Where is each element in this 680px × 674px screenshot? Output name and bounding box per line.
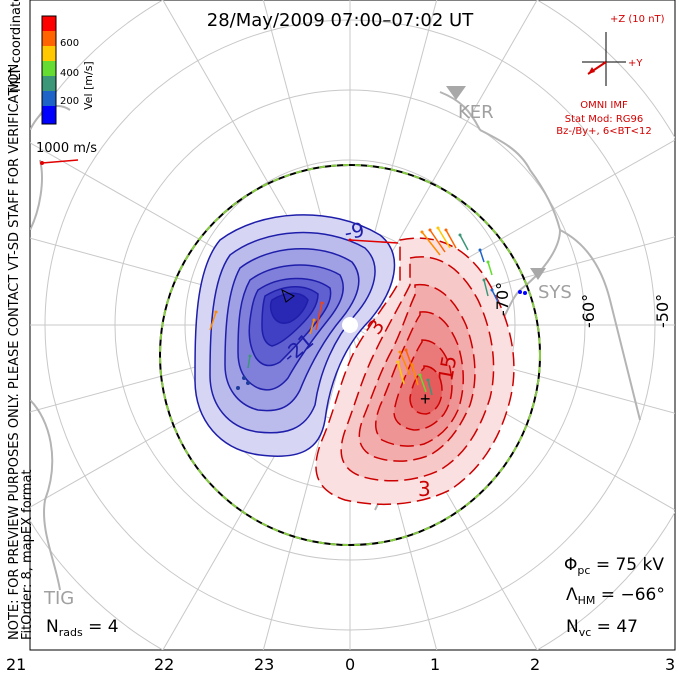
mlt-label-22: 22: [154, 655, 174, 674]
map-statistics: Φpc = 75 kV ΛHM = −66° Nvc = 47 Nrads = …: [46, 555, 665, 639]
contour-label-pos-3: 3: [418, 477, 431, 501]
hmb-latitude: ΛHM = −66°: [566, 585, 665, 607]
colorbar-tick-400: 400: [60, 68, 79, 79]
mlt-label-23: 23: [254, 655, 274, 674]
vector-count: Nvc = 47: [566, 617, 638, 639]
mlt-label-21: 21: [6, 655, 26, 674]
magnetic-pole-marker: [342, 317, 358, 333]
velocity-vectors: [209, 226, 527, 396]
latitude-label-50: -50°: [653, 294, 672, 328]
mlt-axis: 21 22 23 0 1 2 3: [6, 655, 675, 674]
station-label-tig: TIG: [43, 588, 74, 609]
negative-convection-cell: -9 -21: [194, 214, 396, 457]
scale-vector: 1000 m/s: [36, 141, 97, 165]
fit-order-note: FitOrder: 8, mapEX format: [20, 469, 35, 640]
latitude-label-70: -70°: [493, 282, 512, 316]
colorbar-label: Vel [m/s]: [82, 61, 95, 110]
colorbar-tick-200: 200: [60, 96, 79, 107]
imf-indicator: +Z (10 nT) +Y OMNI IMF Stat Mod: RG96 Bz…: [556, 14, 664, 137]
stat-model-bin: Bz-/By+, 6<BT<12: [556, 126, 651, 137]
latitude-label-60: -60°: [579, 294, 598, 328]
map-title: 28/May/2009 07:00–07:02 UT: [207, 10, 474, 31]
preview-note: NOTE: FOR PREVIEW PURPOSES ONLY. PLEASE …: [7, 60, 22, 640]
imf-z-label: +Z (10 nT): [610, 14, 665, 25]
positive-convection-cell: 3 15 3 +: [315, 237, 515, 506]
station-label-sys: SYS: [538, 282, 572, 303]
radar-count: Nrads = 4: [46, 617, 119, 639]
station-labels: KER SYS TIG: [43, 86, 572, 609]
contour-label-pos-2: 15: [433, 354, 461, 383]
potential-maximum-marker: +: [420, 389, 431, 409]
station-ker-icon: [446, 86, 466, 100]
mlt-label-1: 1: [430, 655, 440, 674]
mlt-label-2: 2: [530, 655, 540, 674]
station-sys-icon: [530, 268, 546, 280]
coordinates-label: MLT coordinates: [9, 0, 24, 92]
colorbar-tick-600: 600: [60, 38, 79, 49]
cross-polar-potential: Φpc = 75 kV: [564, 555, 664, 577]
latitude-labels: -50° -60° -70°: [493, 282, 672, 328]
mlt-label-3: 3: [665, 655, 675, 674]
mlt-label-0: 0: [345, 655, 355, 674]
stat-model: Stat Mod: RG96: [565, 114, 644, 125]
scale-vector-label: 1000 m/s: [36, 141, 97, 156]
imf-source: OMNI IMF: [580, 100, 628, 111]
imf-y-label: +Y: [628, 58, 643, 69]
station-label-ker: KER: [458, 102, 494, 123]
velocity-colorbar: 600 400 200 Vel [m/s] MLT coordinates: [9, 0, 95, 125]
